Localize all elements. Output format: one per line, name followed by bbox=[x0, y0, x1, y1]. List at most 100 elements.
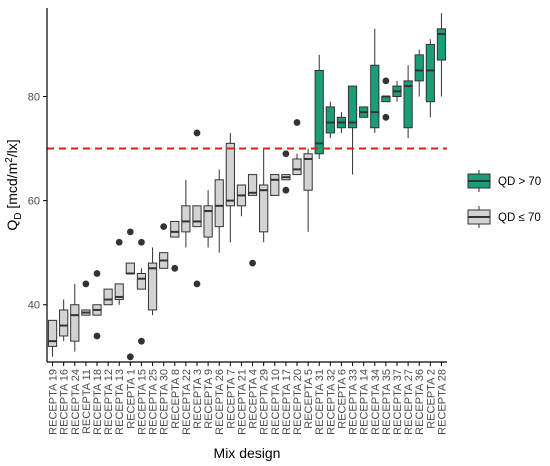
box-group bbox=[292, 119, 302, 176]
box bbox=[136, 273, 147, 290]
y-title-sup: 2 bbox=[4, 157, 15, 163]
box bbox=[125, 262, 135, 274]
outlier-point bbox=[171, 264, 179, 272]
outlier-point bbox=[293, 119, 301, 126]
box bbox=[347, 85, 358, 129]
x-tick-label: RECEPTA 27 bbox=[403, 369, 415, 435]
x-tick-label: RECEPTA 8 bbox=[170, 369, 182, 429]
x-tick-label: RECEPTA 9 bbox=[203, 369, 215, 429]
box-group bbox=[403, 65, 413, 139]
y-title-sub: D bbox=[13, 213, 24, 220]
x-tick-label: RECEPTA 7 bbox=[225, 369, 237, 429]
box-group bbox=[47, 319, 58, 357]
x-tick-label: RECEPTA 17 bbox=[281, 369, 293, 435]
box bbox=[147, 262, 158, 311]
box bbox=[314, 69, 324, 155]
box-group bbox=[159, 223, 169, 269]
box bbox=[425, 43, 435, 103]
y-title-unit-prefix: [mcd/m bbox=[4, 163, 20, 213]
x-tick-label: RECEPTA 12 bbox=[103, 369, 115, 435]
box-group bbox=[170, 220, 180, 272]
x-tick-label: RECEPTA 34 bbox=[370, 369, 382, 435]
box bbox=[70, 304, 80, 342]
box bbox=[103, 288, 113, 306]
box-group bbox=[370, 28, 380, 133]
y-title-unit-suffix: /lx] bbox=[4, 139, 20, 157]
box-group bbox=[70, 283, 80, 352]
x-tick-label: RECEPTA 14 bbox=[359, 369, 371, 435]
box-group bbox=[247, 174, 258, 267]
x-tick-label: RECEPTA 32 bbox=[325, 369, 337, 435]
x-tick-label: RECEPTA 20 bbox=[292, 369, 304, 435]
x-tick-label: RECEPTA 10 bbox=[270, 369, 282, 435]
box-group bbox=[203, 190, 213, 248]
y-tick-label: 80 bbox=[28, 92, 40, 104]
box-group bbox=[281, 150, 291, 194]
x-tick-label: RECEPTA 30 bbox=[159, 369, 171, 435]
x-tick-label: RECEPTA 6 bbox=[336, 369, 348, 429]
outlier-point bbox=[138, 337, 145, 345]
x-tick-label: RECEPTA 18 bbox=[92, 369, 104, 435]
box-group bbox=[103, 288, 113, 306]
outlier-point bbox=[126, 228, 134, 236]
x-tick-label: RECEPTA 19 bbox=[48, 369, 60, 435]
box-group bbox=[359, 106, 369, 118]
box-group bbox=[347, 85, 358, 175]
x-tick-label: RECEPTA 25 bbox=[148, 369, 160, 435]
x-tick-label: RECEPTA 16 bbox=[59, 369, 71, 435]
box-group bbox=[303, 148, 313, 232]
box bbox=[114, 283, 124, 301]
x-axis-title: Mix design bbox=[214, 445, 281, 461]
box-group bbox=[325, 101, 335, 139]
box-group bbox=[92, 270, 102, 340]
box bbox=[436, 28, 447, 61]
box bbox=[203, 205, 213, 238]
x-tick-label: RECEPTA 2 bbox=[425, 369, 437, 429]
outlier-point bbox=[382, 77, 390, 85]
outlier-point bbox=[282, 186, 290, 194]
y-tick-label: 40 bbox=[28, 300, 40, 312]
outlier-point bbox=[93, 270, 101, 277]
box-group bbox=[414, 49, 424, 97]
box-group bbox=[381, 77, 391, 121]
box-group bbox=[259, 148, 269, 243]
box bbox=[192, 205, 202, 228]
outlier-point bbox=[126, 353, 134, 361]
y-title-main: Q bbox=[4, 220, 20, 231]
box-group bbox=[59, 299, 69, 342]
box-group bbox=[425, 39, 435, 118]
outlier-point bbox=[160, 223, 168, 231]
box-group bbox=[314, 54, 324, 159]
box bbox=[270, 174, 280, 196]
box bbox=[370, 64, 380, 129]
box bbox=[225, 142, 235, 207]
x-tick-label: RECEPTA 3 bbox=[192, 369, 204, 429]
outlier-point bbox=[138, 238, 145, 246]
box bbox=[414, 54, 424, 82]
box-group bbox=[436, 13, 447, 97]
outlier-point bbox=[282, 150, 290, 158]
box bbox=[259, 184, 269, 233]
box-group bbox=[392, 80, 402, 102]
box-group bbox=[236, 184, 247, 217]
x-tick-label: RECEPTA 36 bbox=[414, 369, 426, 435]
box-group bbox=[114, 238, 124, 305]
x-tick-label: RECEPTA 1 bbox=[125, 369, 137, 429]
box-group bbox=[136, 238, 147, 345]
x-tick-label: RECEPTA 15 bbox=[136, 369, 148, 435]
box bbox=[214, 179, 224, 228]
box bbox=[59, 309, 69, 337]
legend: QD > 70 QD ≤ 70 bbox=[467, 170, 541, 228]
outlier-point bbox=[382, 113, 390, 121]
outlier-point bbox=[193, 280, 201, 288]
outlier-point bbox=[93, 332, 101, 340]
box bbox=[247, 174, 258, 196]
box-group bbox=[81, 280, 91, 316]
legend-label: QD > 70 bbox=[498, 176, 541, 188]
box-group bbox=[147, 247, 158, 316]
y-ticks: 40 60 80 bbox=[28, 92, 47, 312]
x-ticks: RECEPTA 19 RECEPTA 16 RECEPTA 24 RECEPTA 11… bbox=[48, 362, 448, 435]
x-tick-label: RECEPTA 28 bbox=[436, 369, 448, 435]
x-tick-label: RECEPTA 5 bbox=[303, 369, 315, 429]
